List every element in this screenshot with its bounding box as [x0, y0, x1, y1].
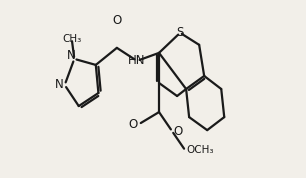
Text: S: S	[176, 26, 184, 39]
Text: N: N	[55, 78, 64, 91]
Text: O: O	[173, 125, 182, 138]
Text: CH₃: CH₃	[62, 34, 81, 44]
Text: O: O	[112, 14, 121, 27]
Text: O: O	[129, 118, 138, 131]
Text: OCH₃: OCH₃	[187, 145, 214, 155]
Text: N: N	[67, 49, 76, 62]
Text: HN: HN	[128, 54, 146, 67]
